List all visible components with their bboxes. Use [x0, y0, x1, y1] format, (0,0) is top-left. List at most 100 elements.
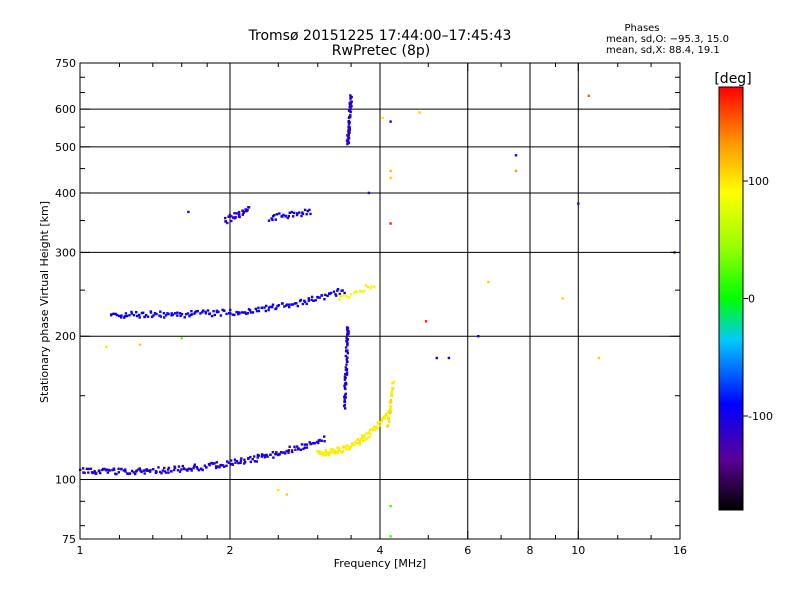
echo-point: [305, 213, 308, 216]
echo-point: [342, 445, 345, 448]
echo-point: [224, 220, 227, 223]
echo-point: [272, 456, 275, 459]
x-tick-label: 10: [571, 544, 585, 557]
echo-point: [267, 306, 271, 309]
echo-point: [345, 139, 349, 143]
echo-point: [275, 213, 279, 216]
echo-point: [263, 454, 267, 457]
chart-title: Tromsø 20151225 17:44:00–17:45:43: [248, 28, 512, 44]
echo-point: [350, 104, 353, 108]
echo-point: [359, 290, 362, 293]
echo-point: [123, 315, 127, 318]
echo-point: [215, 311, 219, 314]
echo-point: [288, 445, 291, 448]
echo-point: [287, 451, 290, 454]
echo-point: [99, 471, 102, 475]
echo-point: [135, 311, 138, 314]
echo-point: [271, 305, 274, 309]
echo-point: [303, 300, 307, 304]
echo-point: [381, 418, 384, 421]
echo-point: [230, 215, 233, 218]
echo-point: [328, 452, 331, 455]
echo-point: [323, 440, 326, 443]
echo-point: [124, 312, 128, 315]
echo-point: [320, 294, 323, 297]
colorbar-tick-label: 100: [748, 175, 769, 188]
echo-point: [341, 449, 345, 453]
echo-point: [344, 407, 347, 410]
echo-point: [345, 336, 348, 340]
echo-point: [352, 443, 356, 447]
echo-point: [192, 465, 196, 468]
echo-point: [312, 299, 315, 302]
echo-point: [275, 451, 278, 454]
echo-point: [319, 451, 323, 454]
echo-point: [243, 462, 246, 465]
echo-point: [151, 468, 155, 471]
y-tick-label: 100: [55, 474, 76, 487]
echo-point: [318, 450, 321, 453]
echo-point: [390, 390, 393, 394]
echo-point: [344, 368, 348, 372]
scatter-echo-point: [389, 169, 392, 173]
echo-point: [337, 448, 340, 451]
echo-point: [307, 297, 310, 300]
echo-point: [343, 404, 346, 407]
echo-point: [345, 340, 349, 343]
echo-point: [346, 328, 349, 331]
echo-point: [343, 393, 347, 397]
echo-point: [193, 312, 196, 315]
echo-point: [389, 408, 392, 411]
echo-point: [281, 215, 284, 218]
echo-point: [196, 467, 199, 470]
echo-point: [138, 316, 141, 319]
y-tick-label: 750: [55, 57, 76, 70]
echo-point: [235, 212, 238, 215]
echo-point: [371, 428, 375, 432]
echo-point: [369, 433, 372, 436]
echo-point: [174, 312, 177, 315]
echo-point: [293, 302, 297, 305]
echo-point: [365, 432, 368, 435]
echo-point: [170, 312, 173, 315]
echo-point: [244, 210, 248, 213]
echo-point: [208, 464, 211, 467]
echo-point: [189, 313, 192, 317]
echo-point: [269, 305, 272, 308]
scatter-echo-point: [514, 169, 518, 173]
echo-point: [387, 417, 390, 421]
echo-point: [390, 394, 394, 398]
echo-point: [184, 313, 188, 316]
echo-point: [155, 470, 158, 474]
echo-point: [346, 360, 349, 363]
echo-point: [344, 445, 347, 448]
echo-point: [159, 315, 163, 318]
echo-point: [152, 314, 155, 317]
echo-point: [115, 473, 118, 476]
echo-point: [298, 211, 301, 214]
echo-point: [329, 448, 333, 451]
echo-point: [228, 213, 232, 217]
echo-point: [239, 461, 242, 465]
colorbar-unit: [deg]: [714, 71, 751, 87]
echo-point: [349, 94, 352, 97]
echo-point: [163, 470, 166, 473]
echo-point: [201, 468, 204, 472]
y-tick-label: 500: [55, 141, 76, 154]
echo-point: [359, 437, 363, 441]
echo-point: [120, 314, 123, 317]
echo-point: [135, 314, 139, 318]
echo-point: [316, 449, 319, 453]
echo-point: [197, 469, 200, 472]
echo-point: [349, 100, 352, 103]
echo-point: [336, 289, 339, 292]
echo-point: [364, 438, 367, 441]
scatter-echo-point: [389, 176, 392, 180]
echo-point: [288, 305, 291, 309]
echo-point: [282, 213, 285, 217]
echo-point: [122, 469, 126, 472]
echo-point: [231, 313, 234, 316]
echo-point: [391, 388, 394, 391]
echo-point: [142, 311, 145, 314]
echo-point: [93, 471, 97, 474]
